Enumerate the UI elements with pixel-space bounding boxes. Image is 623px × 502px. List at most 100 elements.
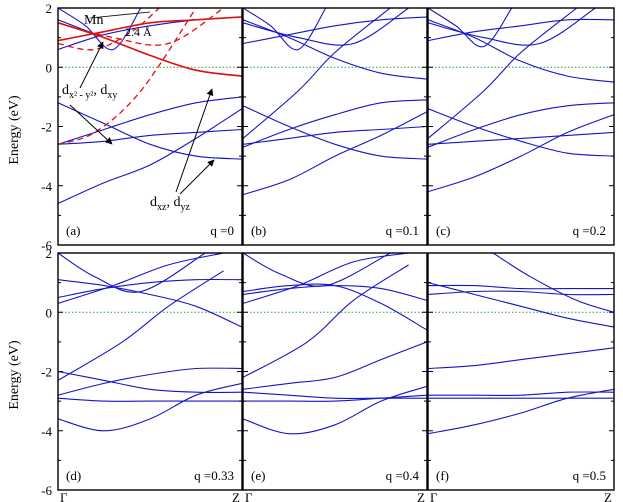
distance-label: 2.4 Å [125, 25, 152, 39]
panel-label: (e) [251, 468, 265, 483]
annotation-arrow-3 [175, 88, 214, 193]
band-line-9 [428, 8, 596, 46]
bands-group [428, 8, 614, 193]
y-tick-label: -6 [41, 483, 52, 498]
q-label: q =0.2 [573, 223, 606, 238]
band-line-2 [243, 391, 427, 399]
dxz-subscript: xz [157, 202, 167, 213]
x-tick-gamma: Γ [245, 490, 253, 502]
panel-frame [242, 252, 428, 491]
band-line-4 [243, 99, 427, 148]
bands-group [428, 253, 614, 435]
x-tick-z: Z [232, 490, 240, 502]
band-line-8 [492, 253, 614, 313]
dxz-rest: , d [166, 195, 180, 210]
band-line-3 [428, 108, 614, 157]
band-line-6 [243, 19, 427, 80]
dxy-subscript: x² - y² [69, 90, 93, 101]
band-line-4 [428, 102, 614, 148]
band-line-5 [243, 16, 427, 45]
band-line-7 [58, 253, 224, 304]
x-tick-z: Z [417, 490, 425, 502]
band-line-2 [58, 128, 242, 145]
dxz-subscript-2: yz [180, 202, 190, 213]
y-tick-label: -4 [41, 179, 52, 194]
band-line-3 [243, 394, 427, 402]
band-line-8 [243, 264, 409, 378]
band-line-1 [243, 111, 427, 196]
y-tick-label: 2 [46, 246, 53, 261]
q-label: q =0.4 [386, 468, 420, 483]
panel-c: (c) q =0.2 [427, 7, 615, 246]
band-line-1 [58, 382, 242, 432]
band-line-4 [243, 341, 427, 390]
y-tick-label: 2 [46, 1, 53, 16]
bands-group [243, 8, 427, 196]
band-line-7 [243, 253, 409, 304]
q-label: q =0.1 [386, 223, 419, 238]
bands-group [58, 8, 242, 205]
panel-label: (d) [66, 468, 81, 483]
y-axis-label-bottom: Energy (eV) [7, 340, 22, 410]
y-tick-label: 0 [46, 60, 53, 75]
band-line-1 [58, 108, 242, 205]
x-tick-z: Z [604, 490, 612, 502]
panel-e: (e) q =0.4 Γ Z [242, 252, 428, 502]
panel-a: -6 -4 -2 0 2 (a) q =0 Mn 2.4 Å dx² - y², dxy dxz, … [41, 1, 243, 253]
dxy-subscript-2: xy [107, 90, 117, 101]
band-line-3 [58, 102, 242, 160]
band-line-4 [58, 96, 242, 145]
band-line-12 [58, 8, 224, 46]
band-line-6 [58, 279, 242, 328]
band-line-9 [58, 22, 242, 77]
panel-label: (b) [251, 223, 266, 238]
panel-frame [427, 7, 615, 246]
band-line-7 [428, 282, 614, 328]
bands-group [243, 253, 427, 435]
band-line-4 [58, 367, 242, 396]
bands-group [58, 253, 242, 432]
band-line-9 [58, 253, 206, 293]
panel-label: (a) [66, 223, 80, 238]
band-line-2 [243, 125, 427, 145]
band-line-8 [243, 8, 391, 139]
annotation-arrow-2 [69, 104, 113, 145]
band-line-9 [243, 8, 409, 46]
y-tick-label: 0 [46, 305, 53, 320]
band-line-6 [428, 19, 614, 83]
mn-label-line [89, 11, 151, 19]
y-tick-label: -2 [41, 365, 52, 380]
panel-label: (c) [436, 223, 450, 238]
q-label: q =0.5 [573, 468, 606, 483]
band-line-1 [243, 385, 427, 435]
annotations-group: Mn 2.4 Å dx² - y², dxy dxz, dyz [62, 11, 215, 213]
band-line-2 [58, 370, 242, 393]
dxy-rest: , d [93, 83, 107, 98]
band-line-1 [428, 114, 614, 193]
x-tick-gamma: Γ [430, 490, 438, 502]
y-tick-label: -2 [41, 120, 52, 135]
panel-label: (f) [436, 468, 449, 483]
mn-label: Mn [84, 13, 103, 28]
q-label: q =0.33 [194, 468, 234, 483]
band-line-2 [428, 391, 614, 396]
band-line-7 [428, 8, 513, 48]
q-label: q =0 [210, 223, 234, 238]
band-line-5 [428, 284, 614, 290]
x-tick-gamma: Γ [60, 490, 68, 502]
band-line-7 [243, 8, 327, 51]
band-line-8 [428, 8, 578, 139]
band-line-3 [243, 105, 427, 160]
panel-b: (b) q =0.1 [242, 7, 428, 246]
y-axis-label-top: Energy (eV) [7, 95, 22, 165]
band-line-4 [428, 347, 614, 370]
dxy-label: dx² - y², dxy [62, 83, 117, 101]
band-line-3 [58, 397, 242, 402]
y-tick-label: -6 [41, 238, 52, 253]
panel-d: -6 -4 -2 0 2 (d) q =0.33 Γ Z [41, 246, 243, 502]
y-tick-label: -4 [41, 424, 52, 439]
panels-group: -6 -4 -2 0 2 (a) q =0 Mn 2.4 Å dx² - y², dxy dxz, … [41, 1, 615, 502]
annotation-arrow-4 [179, 159, 215, 195]
band-line-1 [428, 388, 614, 435]
